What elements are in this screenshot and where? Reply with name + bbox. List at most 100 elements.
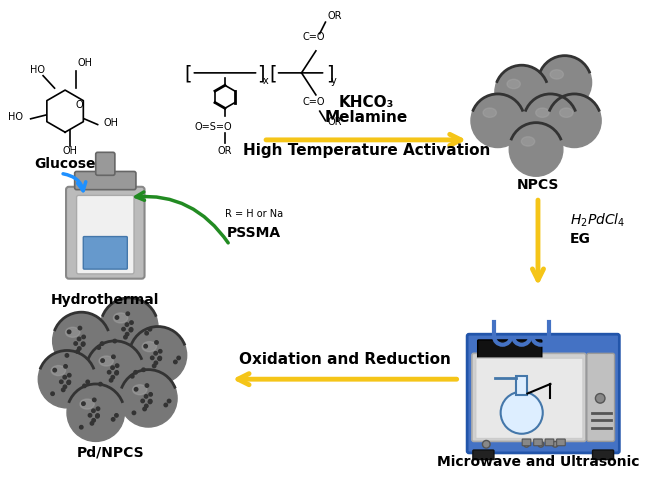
Circle shape xyxy=(538,57,591,110)
Ellipse shape xyxy=(132,385,147,395)
Circle shape xyxy=(126,333,129,336)
Text: x: x xyxy=(262,76,268,85)
Circle shape xyxy=(107,371,111,374)
Circle shape xyxy=(154,361,158,365)
Circle shape xyxy=(509,123,563,177)
Circle shape xyxy=(92,419,96,422)
Circle shape xyxy=(538,441,544,447)
Circle shape xyxy=(134,388,138,391)
Circle shape xyxy=(158,357,161,361)
Text: O=S=O: O=S=O xyxy=(195,121,233,131)
Text: y: y xyxy=(330,76,336,85)
Circle shape xyxy=(64,385,67,389)
Text: ]: ] xyxy=(257,64,265,83)
Text: HO: HO xyxy=(30,65,45,75)
Circle shape xyxy=(67,380,71,384)
Circle shape xyxy=(51,392,54,396)
Circle shape xyxy=(174,361,177,364)
Circle shape xyxy=(64,365,67,368)
Circle shape xyxy=(129,327,187,384)
Circle shape xyxy=(130,375,134,378)
FancyBboxPatch shape xyxy=(66,187,145,279)
Circle shape xyxy=(153,364,156,368)
FancyBboxPatch shape xyxy=(473,450,494,460)
Ellipse shape xyxy=(51,366,66,376)
Text: ]: ] xyxy=(326,64,334,83)
Circle shape xyxy=(130,321,133,325)
FancyArrowPatch shape xyxy=(238,374,457,385)
Circle shape xyxy=(77,347,81,351)
Circle shape xyxy=(81,343,84,347)
Circle shape xyxy=(67,331,71,334)
Circle shape xyxy=(113,340,117,343)
Circle shape xyxy=(168,399,171,403)
Circle shape xyxy=(92,398,96,402)
Text: Glucose: Glucose xyxy=(34,156,96,170)
Text: KHCO₃: KHCO₃ xyxy=(339,95,394,110)
Text: O: O xyxy=(75,99,83,109)
Circle shape xyxy=(67,374,71,377)
Circle shape xyxy=(144,395,148,398)
Circle shape xyxy=(52,313,110,370)
Text: C=O: C=O xyxy=(303,97,326,107)
FancyArrowPatch shape xyxy=(266,135,461,146)
Circle shape xyxy=(78,327,82,330)
Circle shape xyxy=(76,350,79,354)
FancyBboxPatch shape xyxy=(534,439,542,446)
FancyBboxPatch shape xyxy=(472,354,586,441)
Circle shape xyxy=(115,364,119,368)
Circle shape xyxy=(83,384,86,388)
Circle shape xyxy=(82,402,85,405)
FancyBboxPatch shape xyxy=(96,153,115,176)
Circle shape xyxy=(155,341,159,345)
Circle shape xyxy=(88,414,92,417)
Text: Melamine: Melamine xyxy=(325,110,408,124)
Circle shape xyxy=(145,332,149,335)
Text: High Temperature Activation: High Temperature Activation xyxy=(243,143,491,158)
Circle shape xyxy=(143,407,146,411)
Circle shape xyxy=(154,352,157,355)
Circle shape xyxy=(144,345,147,348)
Ellipse shape xyxy=(113,313,128,323)
Text: OH: OH xyxy=(62,146,77,156)
Ellipse shape xyxy=(142,342,157,352)
Circle shape xyxy=(115,372,119,375)
FancyBboxPatch shape xyxy=(557,439,565,446)
Circle shape xyxy=(471,95,525,148)
Circle shape xyxy=(100,342,103,346)
Circle shape xyxy=(60,380,63,384)
FancyBboxPatch shape xyxy=(522,439,531,446)
Circle shape xyxy=(130,328,133,331)
FancyBboxPatch shape xyxy=(587,354,614,441)
Circle shape xyxy=(82,336,85,339)
Circle shape xyxy=(99,383,102,386)
Circle shape xyxy=(548,95,601,148)
Circle shape xyxy=(129,329,132,332)
Circle shape xyxy=(132,411,136,415)
Text: Oxidation and Reduction: Oxidation and Reduction xyxy=(238,351,451,366)
FancyBboxPatch shape xyxy=(516,377,527,396)
Circle shape xyxy=(145,404,148,408)
Circle shape xyxy=(111,376,115,379)
FancyBboxPatch shape xyxy=(75,172,136,190)
Circle shape xyxy=(66,354,69,357)
Circle shape xyxy=(148,328,152,331)
Circle shape xyxy=(124,336,127,339)
Ellipse shape xyxy=(99,356,113,366)
FancyBboxPatch shape xyxy=(477,340,542,359)
Text: OH: OH xyxy=(78,58,93,68)
Circle shape xyxy=(122,328,125,331)
Circle shape xyxy=(96,414,100,417)
Text: PSSMA: PSSMA xyxy=(227,225,281,239)
Circle shape xyxy=(111,366,115,370)
Circle shape xyxy=(495,66,548,120)
FancyBboxPatch shape xyxy=(593,450,614,460)
Text: EG: EG xyxy=(570,232,590,246)
FancyArrowPatch shape xyxy=(136,192,228,243)
Circle shape xyxy=(120,370,177,427)
Text: $H_2PdCl_4$: $H_2PdCl_4$ xyxy=(570,211,625,228)
Circle shape xyxy=(77,338,81,341)
Circle shape xyxy=(74,342,77,346)
Circle shape xyxy=(62,388,65,392)
Circle shape xyxy=(141,368,145,372)
